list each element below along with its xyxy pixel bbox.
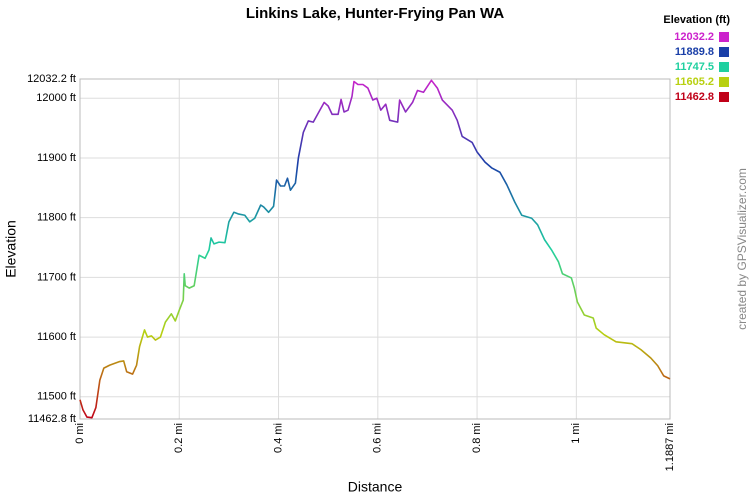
x-tick-label: 0.4 mi <box>272 423 284 453</box>
plot-border <box>79 78 671 420</box>
legend-label: 11605.2 <box>675 76 714 88</box>
y-tick-label: 11800 ft <box>37 212 76 224</box>
legend-label: 11889.8 <box>675 46 714 58</box>
x-tick-label: 0.8 mi <box>471 423 483 453</box>
legend-label: 11462.8 <box>675 91 714 103</box>
legend-title: Elevation (ft) <box>663 14 730 26</box>
x-tick-label: 1 mi <box>570 423 582 444</box>
y-tick-label: 11900 ft <box>37 152 76 164</box>
y-axis-label: Elevation <box>3 220 19 278</box>
y-tick-label: 11462.8 ft <box>28 413 76 425</box>
elevation-line <box>79 79 671 419</box>
x-tick-label: 0 mi <box>74 423 86 444</box>
y-tick-label: 12000 ft <box>36 92 76 104</box>
y-tick-label: 12032.2 ft <box>27 73 76 85</box>
legend-swatch <box>719 32 729 42</box>
y-tick-label: 11500 ft <box>37 391 76 403</box>
chart-title: Linkins Lake, Hunter-Frying Pan WA <box>246 5 505 22</box>
y-tick-label: 11700 ft <box>37 271 76 283</box>
legend-label: 12032.2 <box>674 31 714 43</box>
x-tick-label: 0.2 mi <box>173 423 185 453</box>
watermark: created by GPSVisualizer.com <box>735 168 749 330</box>
legend-label: 11747.5 <box>675 61 714 73</box>
legend-swatch <box>719 47 729 57</box>
x-tick-label: 0.6 mi <box>372 423 384 453</box>
x-tick-label: 1.1887 mi <box>664 423 676 471</box>
plot-area <box>80 79 670 419</box>
legend-swatch <box>719 77 729 87</box>
legend-swatch <box>719 92 729 102</box>
legend-swatch <box>719 62 729 72</box>
y-tick-label: 11600 ft <box>37 331 76 343</box>
x-axis-label: Distance <box>348 479 403 495</box>
